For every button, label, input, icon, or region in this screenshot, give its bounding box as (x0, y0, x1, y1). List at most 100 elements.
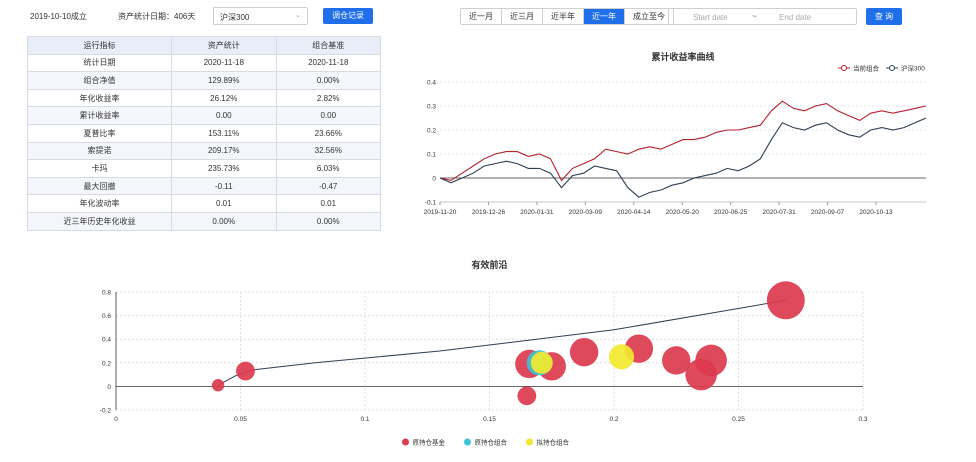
legend-label: 拟持仓组合 (537, 438, 570, 447)
table-cell: 近三年历史年化收益 (27, 211, 172, 231)
table-cell: 累计收益率 (27, 106, 172, 125)
x-tick-label: 2020-07-31 (762, 209, 796, 216)
table-cell: 0.00% (275, 71, 381, 90)
table-cell: 年化收益率 (27, 88, 172, 108)
table-row: 卡玛 235.73% 6.03% (27, 159, 381, 178)
legend-marker (841, 65, 847, 71)
table-cell: 129.89% (171, 71, 277, 90)
date-separator: ~ (752, 12, 757, 21)
established-date: 2019-10-10成立 (30, 12, 87, 21)
table-cell: 2020-11-18 (171, 53, 277, 73)
adjust-record-button[interactable]: 调仓记录 (323, 8, 373, 24)
table-cell: 6.03% (275, 159, 381, 178)
x-tick-label: 2019-12-26 (472, 209, 506, 216)
table-row: 年化收益率 26.12% 2.82% (27, 88, 381, 108)
x-tick-label: 2020-10-13 (859, 209, 893, 216)
x-tick-label: 2020-04-14 (617, 209, 651, 216)
chart-title: 有效前沿 (471, 259, 507, 270)
x-tick-label: 0.25 (732, 416, 745, 423)
table-row: 年化波动率 0.01 0.01 (27, 194, 381, 213)
table-row: 累计收益率 0.00 0.00 (27, 106, 381, 125)
bubble-point (530, 351, 553, 374)
table-row: 夏普比率 153.11% 23.66% (27, 123, 381, 143)
bubble-point (766, 281, 805, 320)
table-cell: 23.66% (275, 123, 381, 143)
table-row: 组合净值 129.89% 0.00% (27, 71, 381, 90)
y-tick-label: -0.2 (100, 408, 112, 415)
table-cell: 0.00 (171, 106, 277, 125)
range-button-4[interactable]: 成立至今 (625, 9, 673, 24)
legend-marker (402, 438, 409, 446)
x-tick-label: 0.1 (360, 416, 369, 423)
x-tick-label: 2020-01-31 (520, 209, 554, 216)
y-tick-label: 0.6 (102, 313, 111, 320)
table-cell: 0.00% (275, 211, 381, 231)
x-tick-label: 2020-09-07 (811, 209, 845, 216)
x-tick-label: 0 (114, 416, 118, 423)
query-button[interactable]: 查 询 (866, 8, 902, 25)
x-tick-label: 0.3 (858, 416, 867, 423)
bubble-point (662, 346, 691, 375)
start-date-input[interactable]: Start date (693, 13, 728, 22)
bubble-point (517, 386, 537, 406)
cumulative-return-chart: 累计收益率曲线 -0.1 0 0.1 0.2 0.3 0.4 2019-11-20 2019-1… (424, 51, 927, 216)
range-selector: 近一月 近三月 近半年 近一年 成立至今 (460, 8, 674, 25)
table-cell: 卡玛 (27, 159, 172, 178)
series-line-1 (439, 117, 927, 198)
range-button-3[interactable]: 近一年 (584, 9, 625, 24)
chevron-down-icon: ⌄ (295, 12, 301, 19)
range-button-2[interactable]: 近半年 (543, 9, 584, 24)
table-cell: 0.00% (171, 211, 277, 231)
range-button-0[interactable]: 近一月 (461, 9, 502, 24)
table-cell: 组合净值 (27, 71, 172, 90)
legend-marker (464, 438, 471, 446)
x-tick-label: 0.15 (483, 416, 496, 423)
chart-title: 累计收益率曲线 (651, 51, 714, 62)
table-cell: 2020-11-18 (275, 53, 381, 73)
top-toolbar: 2019-10-10成立 资产统计日期：406天 沪深300 ⌄ 调仓记录 近一… (0, 0, 976, 34)
range-button-1[interactable]: 近三月 (502, 9, 543, 24)
table-cell: 0.01 (171, 194, 277, 213)
legend-label: 原持仓基金 (413, 438, 446, 447)
series-line-0 (439, 100, 927, 182)
bubble-point (236, 361, 255, 381)
table-cell: 209.17% (171, 141, 277, 161)
date-range-picker[interactable]: Start date ~ End date (668, 8, 857, 25)
table-cell: 夏普比率 (27, 123, 172, 143)
benchmark-select[interactable]: 沪深300 ⌄ (213, 7, 308, 25)
table-row: 近三年历史年化收益 0.00% 0.00% (27, 211, 381, 231)
bubble-point (695, 344, 727, 377)
table-row: 最大回撤 -0.11 -0.47 (27, 176, 381, 196)
y-tick-label: 0.8 (102, 290, 111, 297)
table-header-row: 运行指标 资产统计 组合基准 (27, 36, 381, 55)
y-tick-label: 0.2 (427, 128, 436, 135)
y-tick-label: 0.4 (427, 80, 436, 87)
legend-label: 原持仓组合 (475, 438, 508, 447)
x-tick-label: 2020-06-25 (714, 209, 748, 216)
end-date-input[interactable]: End date (779, 13, 812, 22)
y-tick-label: 0.4 (102, 337, 111, 344)
table-header-cell: 运行指标 (27, 36, 172, 55)
table-cell: 最大回撤 (27, 176, 172, 196)
table-cell: 0.00 (275, 106, 381, 125)
stat-days: 资产统计日期：406天 (118, 12, 196, 21)
y-tick-label: 0.3 (427, 104, 436, 111)
legend-marker (889, 65, 895, 71)
table-header-cell: 资产统计 (171, 36, 277, 55)
y-tick-label: 0 (432, 176, 436, 183)
efficient-frontier-chart: 有效前沿-0.200.20.40.60.80 0.05 0.1 0.15 0.2 0.25… (100, 259, 868, 447)
x-tick-label: 0.05 (234, 416, 247, 423)
table-cell: 235.73% (171, 159, 277, 178)
x-tick-label: 2020-03-09 (569, 209, 603, 216)
table-header-cell: 组合基准 (275, 36, 381, 55)
efficient-frontier-line (217, 299, 786, 386)
table-cell: -0.11 (171, 176, 277, 196)
table-cell: 统计日期 (27, 53, 172, 73)
legend-marker (526, 438, 533, 446)
x-tick-label: 2020-05-20 (666, 209, 700, 216)
table-cell: 153.11% (171, 123, 277, 143)
y-tick-label: 0.1 (427, 152, 436, 159)
x-tick-label: 2019-11-20 (424, 209, 457, 216)
table-row: 索提诺 209.17% 32.56% (27, 141, 381, 161)
y-tick-label: -0.1 (425, 200, 437, 207)
